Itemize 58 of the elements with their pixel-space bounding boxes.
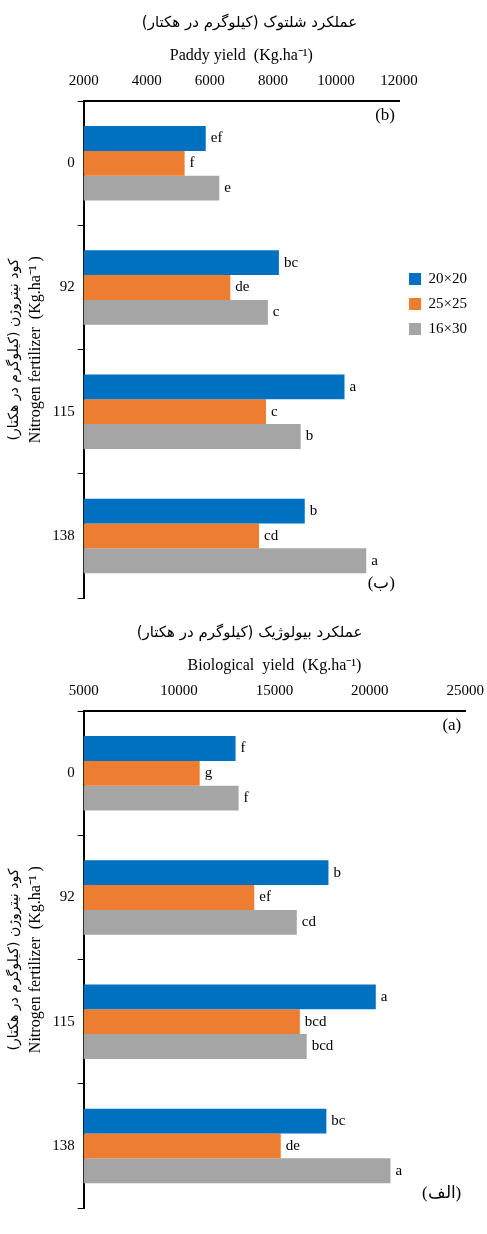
- x-axis-title: Biological yield (Kg.ha⁻¹): [187, 655, 362, 674]
- y-tick-label: 115: [52, 1012, 75, 1029]
- data-label: b: [305, 427, 314, 444]
- data-label: f: [189, 154, 195, 171]
- x-tick-label: 15000: [255, 682, 294, 699]
- data-label: ef: [259, 888, 271, 905]
- x-tick-label: 12000: [380, 72, 418, 89]
- legend-label: 16×30: [428, 319, 468, 336]
- annotation: (الف): [421, 1183, 462, 1203]
- y-tick-label: 0: [67, 154, 75, 171]
- data-label: a: [380, 987, 388, 1004]
- data-label: b: [309, 502, 318, 518]
- data-label: c: [272, 303, 280, 320]
- y-tick-label: 92: [59, 888, 75, 905]
- y-axis-title: Nitrogen fertilizer (Kg.ha⁻¹ ): [25, 866, 44, 1054]
- data-label: bcd: [304, 1012, 328, 1029]
- data-label: cd: [264, 526, 279, 543]
- annotation: (b): [375, 104, 396, 124]
- x-tick-label: 4000: [131, 72, 162, 89]
- data-label: cd: [301, 913, 317, 930]
- data-label: bc: [283, 253, 299, 270]
- data-label: de: [235, 278, 250, 295]
- y-tick-label: 138: [52, 526, 75, 543]
- legend-label: 20×20: [428, 269, 468, 286]
- data-label: g: [204, 764, 213, 781]
- data-label: b: [333, 863, 341, 880]
- x-tick-label: 25000: [446, 682, 484, 699]
- data-label: bc: [331, 1112, 346, 1128]
- x-tick-label: 8000: [257, 72, 288, 89]
- x-axis-title: Paddy yield (Kg.ha⁻¹): [169, 45, 313, 64]
- data-label: e: [224, 179, 232, 196]
- x-tick-label: 2000: [68, 72, 99, 89]
- data-label: a: [395, 1161, 403, 1178]
- x-tick-label: 6000: [194, 72, 225, 89]
- x-tick-label: 10000: [317, 72, 355, 89]
- y-tick-label: 0: [67, 764, 75, 781]
- x-tick-label: 20000: [351, 682, 389, 699]
- data-label: a: [371, 551, 379, 568]
- data-label: c: [270, 402, 278, 419]
- data-label: f: [243, 789, 249, 806]
- data-label: de: [285, 1136, 301, 1153]
- y-tick-label: 115: [52, 402, 75, 419]
- y-tick-label: 92: [59, 278, 75, 295]
- x-tick-label: 5000: [68, 682, 99, 699]
- data-label: f: [240, 739, 246, 756]
- annotation: (a): [442, 714, 462, 734]
- chart-title: عملکرد بیولوژیک (کیلوگرم در هکتار): [136, 622, 363, 641]
- y-axis-title: Nitrogen fertilizer (Kg.ha⁻¹ ): [25, 256, 44, 444]
- y-tick-label: 138: [52, 1136, 75, 1153]
- text: کود نیتروژن (کیلوگرم در هکتار): [4, 868, 22, 1051]
- data-label: bcd: [311, 1037, 334, 1054]
- x-tick-label: 10000: [160, 682, 198, 699]
- legend-label: 25×25: [428, 294, 468, 311]
- data-label: a: [349, 377, 357, 394]
- text: کود نیتروژن (کیلوگرم در هکتار): [4, 258, 22, 441]
- annotation: (ب): [367, 573, 396, 593]
- chart-title: عملکرد شلتوک (کیلوگرم در هکتار): [141, 12, 358, 31]
- data-label: ef: [210, 129, 223, 146]
